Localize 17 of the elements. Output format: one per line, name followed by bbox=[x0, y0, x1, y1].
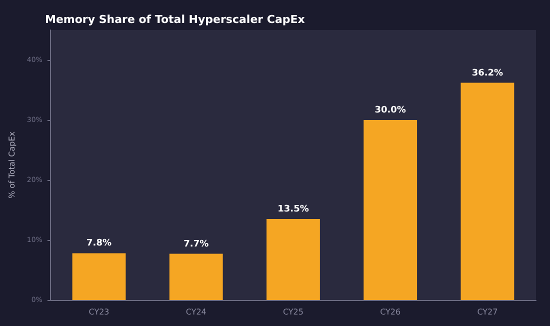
chart-title: Memory Share of Total Hyperscaler CapEx bbox=[45, 13, 305, 26]
bar bbox=[266, 219, 320, 300]
bar bbox=[364, 120, 418, 300]
x-tick-label: CY24 bbox=[186, 308, 206, 316]
bar bbox=[72, 253, 126, 300]
y-axis-title: % of Total CapEx bbox=[8, 131, 16, 198]
bar bbox=[460, 82, 514, 300]
x-tick-label: CY25 bbox=[282, 308, 304, 316]
data-label: 13.5% bbox=[278, 204, 309, 214]
x-tick-label: CY27 bbox=[477, 308, 498, 316]
x-tick-label: CY26 bbox=[380, 308, 401, 316]
data-label: 36.2% bbox=[472, 68, 504, 78]
data-label: 7.8% bbox=[86, 238, 112, 249]
x-tick-label: CY23 bbox=[88, 308, 110, 316]
bar bbox=[169, 254, 223, 300]
data-label: 30.0% bbox=[374, 106, 406, 116]
data-label: 7.7% bbox=[184, 239, 209, 250]
